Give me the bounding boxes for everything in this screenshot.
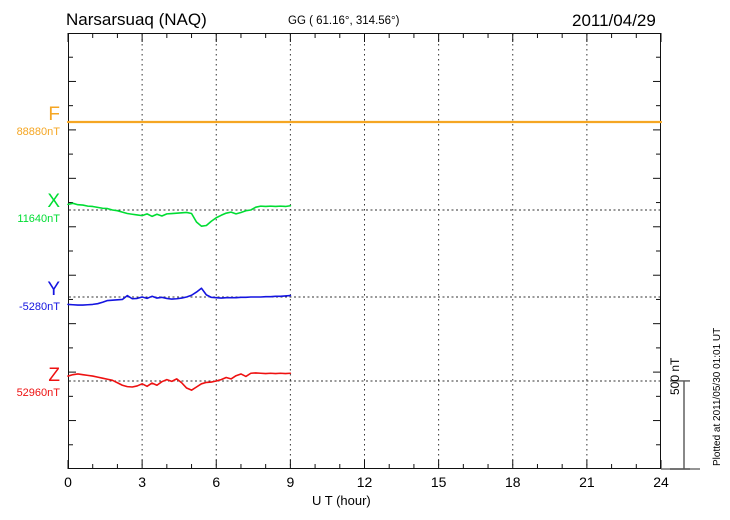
component-letter-x: X <box>47 191 60 212</box>
x-axis-tick-12: 12 <box>356 474 373 490</box>
x-axis-tick-9: 9 <box>286 474 295 490</box>
x-axis-title: U T (hour) <box>312 493 371 508</box>
plot-frame <box>68 33 661 469</box>
component-label-f: F 88880nT <box>2 105 60 138</box>
x-axis-tick-3: 3 <box>138 474 147 490</box>
geographic-coordinates: GG ( 61.16°, 314.56°) <box>288 15 400 27</box>
component-label-z: Z 52960nT <box>2 366 60 399</box>
component-label-y: Y -5280nT <box>2 280 60 313</box>
component-letter-z: Z <box>48 365 60 386</box>
observation-date: 2011/04/29 <box>572 11 656 30</box>
x-axis-tick-21: 21 <box>579 474 595 490</box>
page-title: Narsarsuaq (NAQ) <box>66 10 207 29</box>
x-axis-tick-6: 6 <box>212 474 221 490</box>
component-value-y: -5280nT <box>19 301 60 313</box>
x-axis-tick-18: 18 <box>504 474 521 490</box>
x-axis-tick-15: 15 <box>430 474 447 490</box>
component-value-z: 52960nT <box>16 387 60 399</box>
x-axis-tick-0: 0 <box>64 474 72 490</box>
plot-timestamp: Plotted at 2011/05/30 01:01 UT <box>712 327 723 466</box>
component-value-x: 11640nT <box>17 213 60 225</box>
scale-bar-label: 500 nT <box>668 357 682 395</box>
component-letter-y: Y <box>47 279 60 300</box>
component-label-x: X 11640nT <box>2 192 60 225</box>
component-value-f: 88880nT <box>16 126 60 138</box>
x-axis-tick-24: 24 <box>653 474 669 490</box>
component-letter-f: F <box>48 104 60 125</box>
